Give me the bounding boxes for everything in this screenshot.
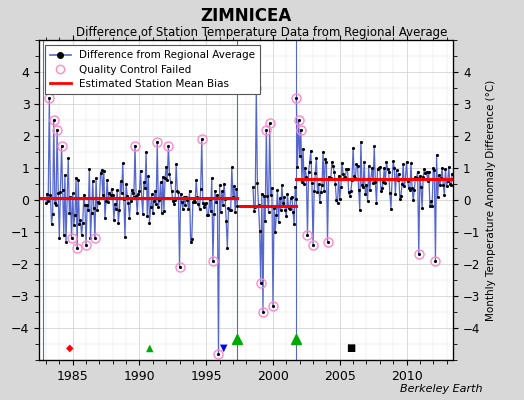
Y-axis label: Monthly Temperature Anomaly Difference (°C): Monthly Temperature Anomaly Difference (… xyxy=(486,79,496,321)
Text: Berkeley Earth: Berkeley Earth xyxy=(400,384,482,394)
Title: ZIMNICEA: ZIMNICEA xyxy=(201,6,292,24)
Text: ■: ■ xyxy=(346,343,356,353)
Text: ▼: ▼ xyxy=(220,343,227,353)
Text: Difference of Station Temperature Data from Regional Average: Difference of Station Temperature Data f… xyxy=(77,26,447,39)
Legend: Difference from Regional Average, Quality Control Failed, Estimated Station Mean: Difference from Regional Average, Qualit… xyxy=(45,45,260,94)
Text: ◆: ◆ xyxy=(66,343,73,353)
Text: ▲: ▲ xyxy=(146,343,154,353)
